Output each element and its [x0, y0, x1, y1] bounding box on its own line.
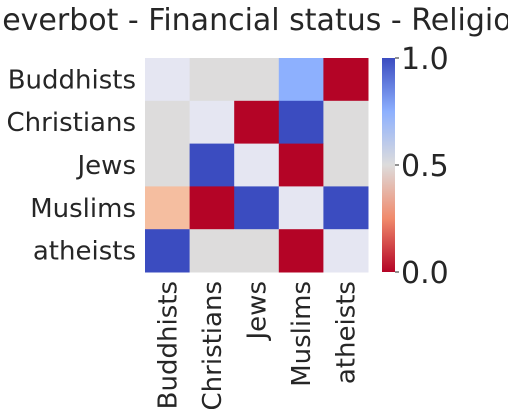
heatmap-cell-Buddhists-Christians [190, 58, 235, 101]
heatmap-cell-Buddhists-Muslims [279, 58, 324, 101]
colorbar [382, 58, 395, 272]
heatmap-cell-Christians-Christians [190, 101, 235, 144]
heatmap-cell-Muslims-Buddhists [145, 186, 190, 229]
heatmap-cell-Christians-Jews [234, 101, 279, 144]
heatmap-cell-Jews-Buddhists [145, 144, 190, 187]
column-label: Muslims [287, 281, 317, 387]
heatmap-cell-Muslims-Jews [234, 186, 279, 229]
heatmap-cell-atheists-Muslims [279, 229, 324, 272]
heatmap-cell-Buddhists-Buddhists [145, 58, 190, 101]
heatmap-cell-atheists-Christians [190, 229, 235, 272]
heatmap-cell-Jews-Jews [234, 144, 279, 187]
heatmap-cell-atheists-Buddhists [145, 229, 190, 272]
heatmap-cell-Muslims-Muslims [279, 186, 324, 229]
heatmap-cells [145, 58, 369, 273]
column-label: Buddhists [153, 281, 183, 409]
column-label: atheists [332, 281, 362, 384]
row-labels: Buddhists Christians Jews Muslims atheists [7, 65, 136, 266]
heatmap-cell-Muslims-atheists [323, 186, 368, 229]
chart-title: cleverbot - Financial status - Religion [0, 3, 508, 38]
heatmap-cell-Christians-Buddhists [145, 101, 190, 144]
row-label: Jews [76, 151, 136, 181]
heatmap-cell-Jews-Christians [190, 144, 235, 187]
row-label: Muslims [30, 194, 136, 224]
heatmap-cell-Jews-atheists [323, 144, 368, 187]
colorbar-ticks: 0.0 0.5 1.0 [395, 42, 449, 291]
heatmap-cell-Christians-Muslims [279, 101, 324, 144]
heatmap-cell-Jews-Muslims [279, 144, 324, 187]
heatmap-cell-Buddhists-Jews [234, 58, 279, 101]
colorbar-tick-label: 0.0 [401, 256, 449, 291]
colorbar-tick-label: 1.0 [401, 42, 449, 77]
heatmap-cell-atheists-atheists [323, 229, 368, 272]
row-label: Christians [7, 108, 136, 138]
column-label: Jews [243, 281, 273, 341]
row-label: atheists [33, 237, 136, 267]
heatmap-cell-Muslims-Christians [190, 186, 235, 229]
heatmap-cell-atheists-Jews [234, 229, 279, 272]
column-label: Christians [198, 281, 228, 410]
column-labels: Buddhists Christians Jews Muslims atheists [153, 281, 361, 410]
heatmap-cell-Buddhists-atheists [323, 58, 368, 101]
heatmap-cell-Christians-atheists [323, 101, 368, 144]
colorbar-tick-label: 0.5 [401, 149, 449, 184]
row-label: Buddhists [8, 65, 136, 95]
